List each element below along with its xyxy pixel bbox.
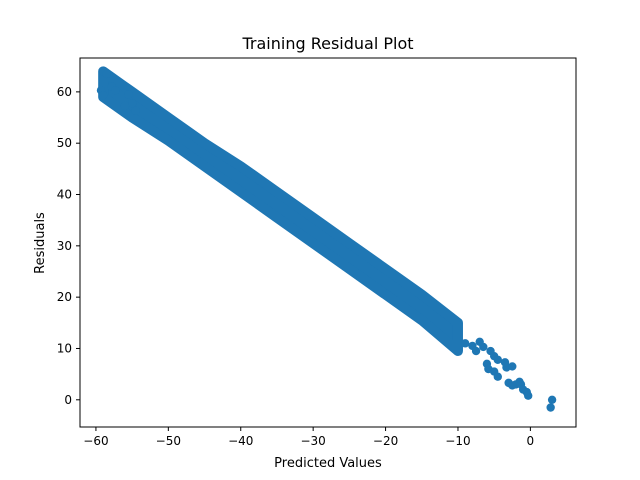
x-tick-label: −30	[300, 434, 325, 448]
scatter-point	[131, 106, 140, 116]
y-tick-label: 40	[57, 188, 72, 202]
x-axis-ticks: −60 −50 −40 −30 −20 −10 0	[83, 427, 534, 448]
x-axis-label: Predicted Values	[274, 456, 382, 471]
scatter-band-area	[98, 66, 463, 357]
x-tick-label: −50	[156, 434, 181, 448]
x-tick-label: 0	[527, 434, 535, 448]
scatter-band	[98, 66, 463, 357]
scatter-point	[508, 362, 517, 371]
y-tick-label: 50	[57, 136, 72, 150]
scatter-point	[124, 90, 133, 99]
x-tick-label: −40	[228, 434, 253, 448]
scatter-point	[98, 91, 108, 100]
y-tick-label: 10	[57, 341, 72, 355]
y-tick-label: 0	[64, 393, 72, 407]
y-tick-label: 60	[57, 85, 72, 99]
x-tick-label: −10	[445, 434, 470, 448]
scatter-point	[111, 86, 120, 95]
scatter-point	[102, 69, 111, 79]
y-axis-label: Residuals	[33, 212, 48, 274]
x-tick-label: −60	[83, 434, 108, 448]
scatter-point	[524, 391, 533, 400]
scatter-point	[479, 342, 488, 352]
scatter-point	[461, 339, 470, 348]
chart-title: Training Residual Plot	[241, 34, 413, 53]
scatter-points	[96, 67, 557, 412]
scatter-point	[493, 372, 502, 381]
plot-frame	[79, 57, 577, 428]
scatter-point	[500, 358, 510, 367]
x-tick-label: −20	[373, 434, 398, 448]
scatter-point	[493, 355, 502, 364]
y-axis-ticks: 0 10 20 30 40 50 60	[57, 85, 80, 407]
scatter-point	[471, 346, 481, 356]
scatter-point	[547, 395, 557, 404]
scatter-point	[120, 101, 130, 110]
scatter-point	[127, 98, 137, 108]
scatter-point	[546, 403, 555, 412]
y-tick-label: 20	[57, 290, 72, 304]
y-tick-label: 30	[57, 239, 72, 253]
